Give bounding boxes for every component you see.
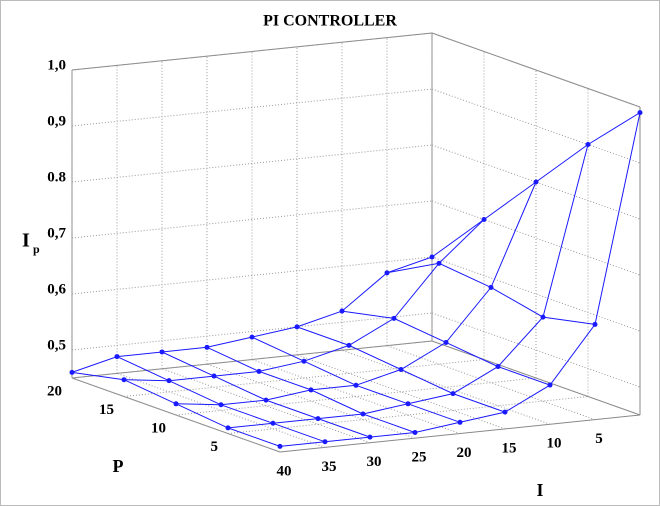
z-grid-line (71, 32, 433, 71)
y-grid-line (71, 377, 281, 453)
x-tick-label: 15 (99, 402, 114, 418)
data-point (391, 315, 397, 321)
data-point (114, 354, 120, 360)
y-grid-line (386, 345, 596, 421)
data-point (436, 260, 442, 266)
chart-title: PI CONTROLLER (263, 13, 397, 30)
data-point (367, 434, 373, 440)
y-grid-line (296, 354, 506, 430)
data-point (405, 401, 411, 407)
z-tick-label: 0,6 (47, 281, 66, 297)
y-axis-label: I (536, 480, 543, 500)
data-point (585, 142, 591, 147)
y-tick-label: 30 (367, 454, 382, 470)
data-point (450, 391, 456, 397)
y-tick-label: 5 (595, 431, 603, 447)
data-point (225, 425, 231, 431)
y-grid-line (341, 349, 551, 425)
y-tick-label: 10 (547, 436, 562, 452)
data-point (121, 377, 127, 383)
y-tick-label: 35 (322, 459, 337, 475)
z-grid-line (71, 200, 433, 239)
data-point (443, 339, 449, 345)
x-tick-label: 5 (211, 439, 219, 455)
z-tick-label: 1,0 (47, 57, 66, 73)
data-point (339, 308, 345, 314)
data-point (488, 284, 494, 290)
data-point (322, 439, 328, 445)
x-tick-label: 10 (151, 420, 166, 436)
data-point (495, 364, 501, 370)
y-tick-label: 40 (277, 463, 292, 479)
data-point (429, 254, 435, 260)
z-grid-line (431, 200, 641, 276)
data-point (263, 397, 269, 403)
data-point (308, 387, 314, 393)
data-point (301, 358, 307, 364)
z-grid-line (431, 312, 641, 388)
data-point (159, 349, 165, 355)
data-point (346, 342, 352, 348)
y-grid-line (161, 368, 371, 444)
data-point (166, 378, 172, 384)
z-tick-label: 0,5 (47, 337, 66, 353)
data-point (533, 179, 539, 185)
y-tick-label: 15 (502, 440, 517, 456)
z-axis-label: I (22, 230, 30, 252)
data-point (384, 270, 390, 276)
data-point (249, 334, 255, 340)
data-point (277, 443, 283, 449)
z-grid-line (431, 144, 641, 220)
z-tick-label: 0,7 (47, 225, 66, 241)
x-grid-line (175, 377, 537, 416)
data-point (204, 344, 210, 350)
z-grid-line (431, 256, 641, 332)
z-grid-line (431, 32, 641, 108)
z-tick-label: 0.8 (47, 169, 66, 185)
y-tick-label: 20 (457, 445, 472, 461)
x-axis-label: P (113, 456, 124, 476)
data-point (457, 419, 463, 425)
data-point (218, 402, 224, 408)
data-point (270, 420, 276, 426)
z-axis-label-sub: p (33, 242, 40, 256)
data-point (481, 217, 487, 222)
data-point (256, 368, 262, 374)
data-point (412, 430, 418, 436)
y-grid-line (206, 363, 416, 439)
z-grid-line (431, 88, 641, 164)
data-point (315, 416, 321, 422)
data-point (360, 411, 366, 417)
data-point (398, 366, 404, 372)
y-tick-label: 25 (412, 450, 427, 466)
data-point (294, 324, 300, 330)
data-point (637, 110, 643, 116)
x-tick-label: 20 (47, 383, 62, 399)
y-grid-line (116, 372, 326, 448)
data-point (69, 369, 75, 375)
data-point (540, 314, 546, 320)
y-grid-line (251, 359, 461, 434)
z-tick-label: 0,9 (47, 113, 66, 129)
data-point (173, 401, 179, 407)
x-grid-line (227, 396, 589, 434)
data-point (353, 382, 359, 388)
data-point (592, 321, 598, 327)
data-point (502, 409, 508, 415)
data-point (547, 382, 553, 388)
data-point (211, 373, 217, 379)
